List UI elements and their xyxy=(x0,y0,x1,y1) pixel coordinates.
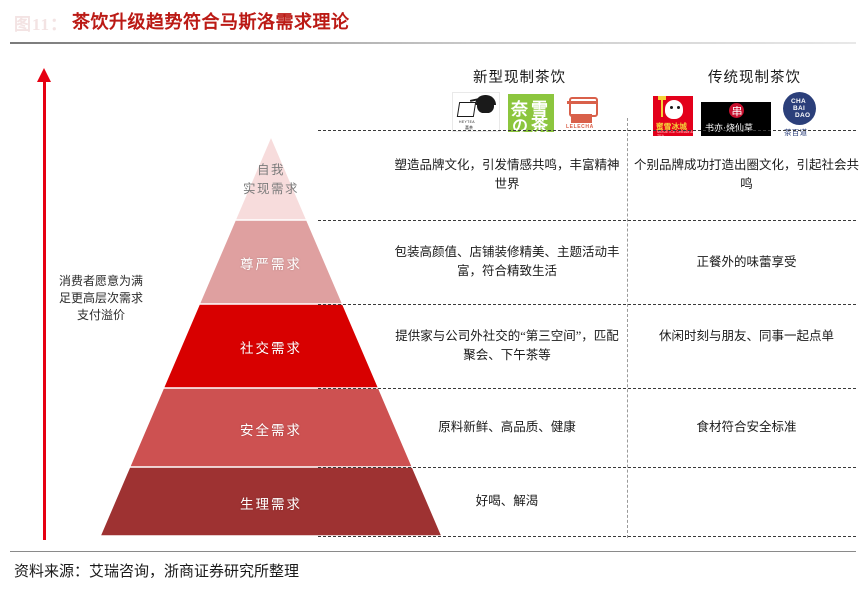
pyramid-tier-5 xyxy=(100,136,442,220)
page-title: 茶饮升级趋势符合马斯洛需求理论 xyxy=(72,12,350,32)
cell-tier2-traditional-tea: 食材符合安全标准 xyxy=(696,420,797,434)
column-divider xyxy=(627,118,628,538)
brand-logos-traditional: 蜜雪冰城 MIXUE ICE CREAM & TEA 书亦·烧仙草 CHA BA… xyxy=(653,92,821,136)
up-arrow-icon xyxy=(37,68,51,82)
nayuki-char-1: 奈 xyxy=(511,100,528,119)
row-separator-1 xyxy=(318,130,856,131)
mixue-eye-right xyxy=(677,106,680,109)
pyramid-tier-3 xyxy=(100,304,442,388)
title-divider xyxy=(10,42,856,44)
lelecha-wordmark: LELECHA xyxy=(566,124,594,130)
pyramid-tier-1 xyxy=(100,467,442,536)
cell-tier3-traditional-tea: 休闲时刻与朋友、同事一起点单 xyxy=(658,329,834,343)
column-header-traditional: 传统现制茶饮 xyxy=(708,70,801,86)
lelecha-logo: LELECHA xyxy=(562,94,602,132)
nayuki-logo: 奈 雪 の 茶 xyxy=(508,94,554,132)
row-separator-4 xyxy=(318,388,856,389)
cell-tier2-new-tea: 原料新鲜、高品质、健康 xyxy=(438,420,576,434)
chadao-wordmark-cn: 茶百道 xyxy=(784,128,808,136)
chadao-en-3: DAO xyxy=(795,112,811,119)
mixue-scepter-shape xyxy=(661,98,663,117)
heytea-cup-shape xyxy=(456,102,477,117)
heytea-wordmark-cn: 喜茶 xyxy=(465,125,473,130)
column-header-new: 新型现制茶饮 xyxy=(473,70,566,86)
shuyi-seal-icon xyxy=(729,103,744,119)
shuyi-wordmark: 书亦·烧仙草 xyxy=(705,123,753,133)
row-separator-2 xyxy=(318,220,856,221)
source-note: 资料来源：艾瑞咨询，浙商证券研究所整理 xyxy=(14,564,300,580)
brand-logos-new: HEYTEA 喜茶 奈 雪 の 茶 LELECHA xyxy=(452,92,602,132)
chadao-disc-shape xyxy=(783,92,816,125)
cell-tier1-new-tea: 好喝、解渴 xyxy=(475,494,539,508)
mixue-logo: 蜜雪冰城 MIXUE ICE CREAM & TEA xyxy=(653,96,693,136)
lelecha-body-shape xyxy=(571,114,592,123)
axis-caption: 消费者愿意为满足更高层次需求支付溢价 xyxy=(58,274,143,322)
nayuki-char-3: の xyxy=(512,118,529,132)
mixue-wordmark-en: MIXUE ICE CREAM & TEA xyxy=(657,130,693,136)
mixue-eye-left xyxy=(670,106,673,109)
chadao-en-2: BAI xyxy=(793,105,806,112)
figure-number: 图11： xyxy=(14,15,69,34)
heytea-logo: HEYTEA 喜茶 xyxy=(452,92,500,132)
row-separator-6 xyxy=(318,536,856,537)
cell-tier5-new-tea: 塑造品牌文化，引发情感共鸣，丰富精神世界 xyxy=(394,158,620,191)
cell-tier4-new-tea: 包装高颜值、店铺装修精美、主题活动丰富，符合精致生活 xyxy=(394,245,620,278)
maslow-pyramid: 自我 实现需求 尊严需求 社交需求 安全需求 生理需求 xyxy=(100,136,442,536)
cell-tier3-new-tea: 提供家与公司外社交的“第三空间”，匹配聚会、下午茶等 xyxy=(395,329,619,362)
nayuki-char-4: 茶 xyxy=(531,116,548,132)
cell-tier5-traditional-tea: 个别品牌成功打造出圈文化，引起社会共鸣 xyxy=(633,158,859,191)
pyramid-tier-2 xyxy=(100,388,442,467)
lelecha-band-shape xyxy=(567,101,596,104)
footer-divider xyxy=(10,551,856,552)
mixue-snowman-shape xyxy=(665,100,683,119)
mixue-wordmark: 蜜雪冰城 xyxy=(656,122,688,131)
cell-tier4-traditional-tea: 正餐外的味蕾享受 xyxy=(696,254,797,269)
chadao-logo: CHA BAI DAO 茶百道 xyxy=(779,92,821,136)
chadao-en-1: CHA xyxy=(791,98,806,105)
heytea-wordmark: HEYTEA xyxy=(459,120,475,124)
heytea-head-shape xyxy=(477,97,494,113)
row-separator-3 xyxy=(318,304,856,305)
nayuki-char-2: 雪 xyxy=(531,100,548,119)
axis-arrow-shaft xyxy=(43,78,46,540)
pyramid-tier-4 xyxy=(100,220,442,304)
row-separator-5 xyxy=(318,467,856,468)
